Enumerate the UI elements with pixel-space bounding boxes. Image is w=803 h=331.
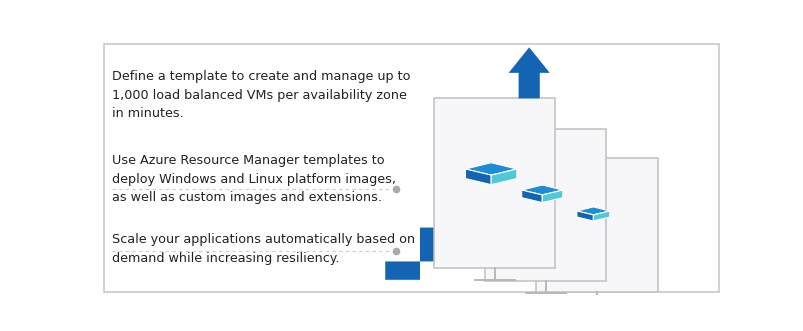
Polygon shape [385, 98, 539, 280]
Polygon shape [491, 169, 516, 185]
Polygon shape [521, 185, 562, 195]
Polygon shape [593, 211, 609, 221]
Polygon shape [577, 211, 593, 221]
Text: Define a template to create and manage up to
1,000 load balanced VMs per availab: Define a template to create and manage u… [112, 70, 410, 120]
Text: Scale your applications automatically based on
demand while increasing resilienc: Scale your applications automatically ba… [112, 233, 414, 265]
FancyBboxPatch shape [484, 129, 605, 281]
Polygon shape [577, 207, 609, 215]
Polygon shape [541, 190, 562, 203]
Polygon shape [521, 190, 541, 203]
Polygon shape [465, 169, 491, 185]
FancyBboxPatch shape [104, 44, 718, 292]
FancyBboxPatch shape [434, 98, 555, 268]
Polygon shape [508, 47, 549, 98]
Polygon shape [465, 163, 516, 175]
Text: Use Azure Resource Manager templates to
deploy Windows and Linux platform images: Use Azure Resource Manager templates to … [112, 154, 395, 205]
FancyBboxPatch shape [536, 158, 657, 292]
